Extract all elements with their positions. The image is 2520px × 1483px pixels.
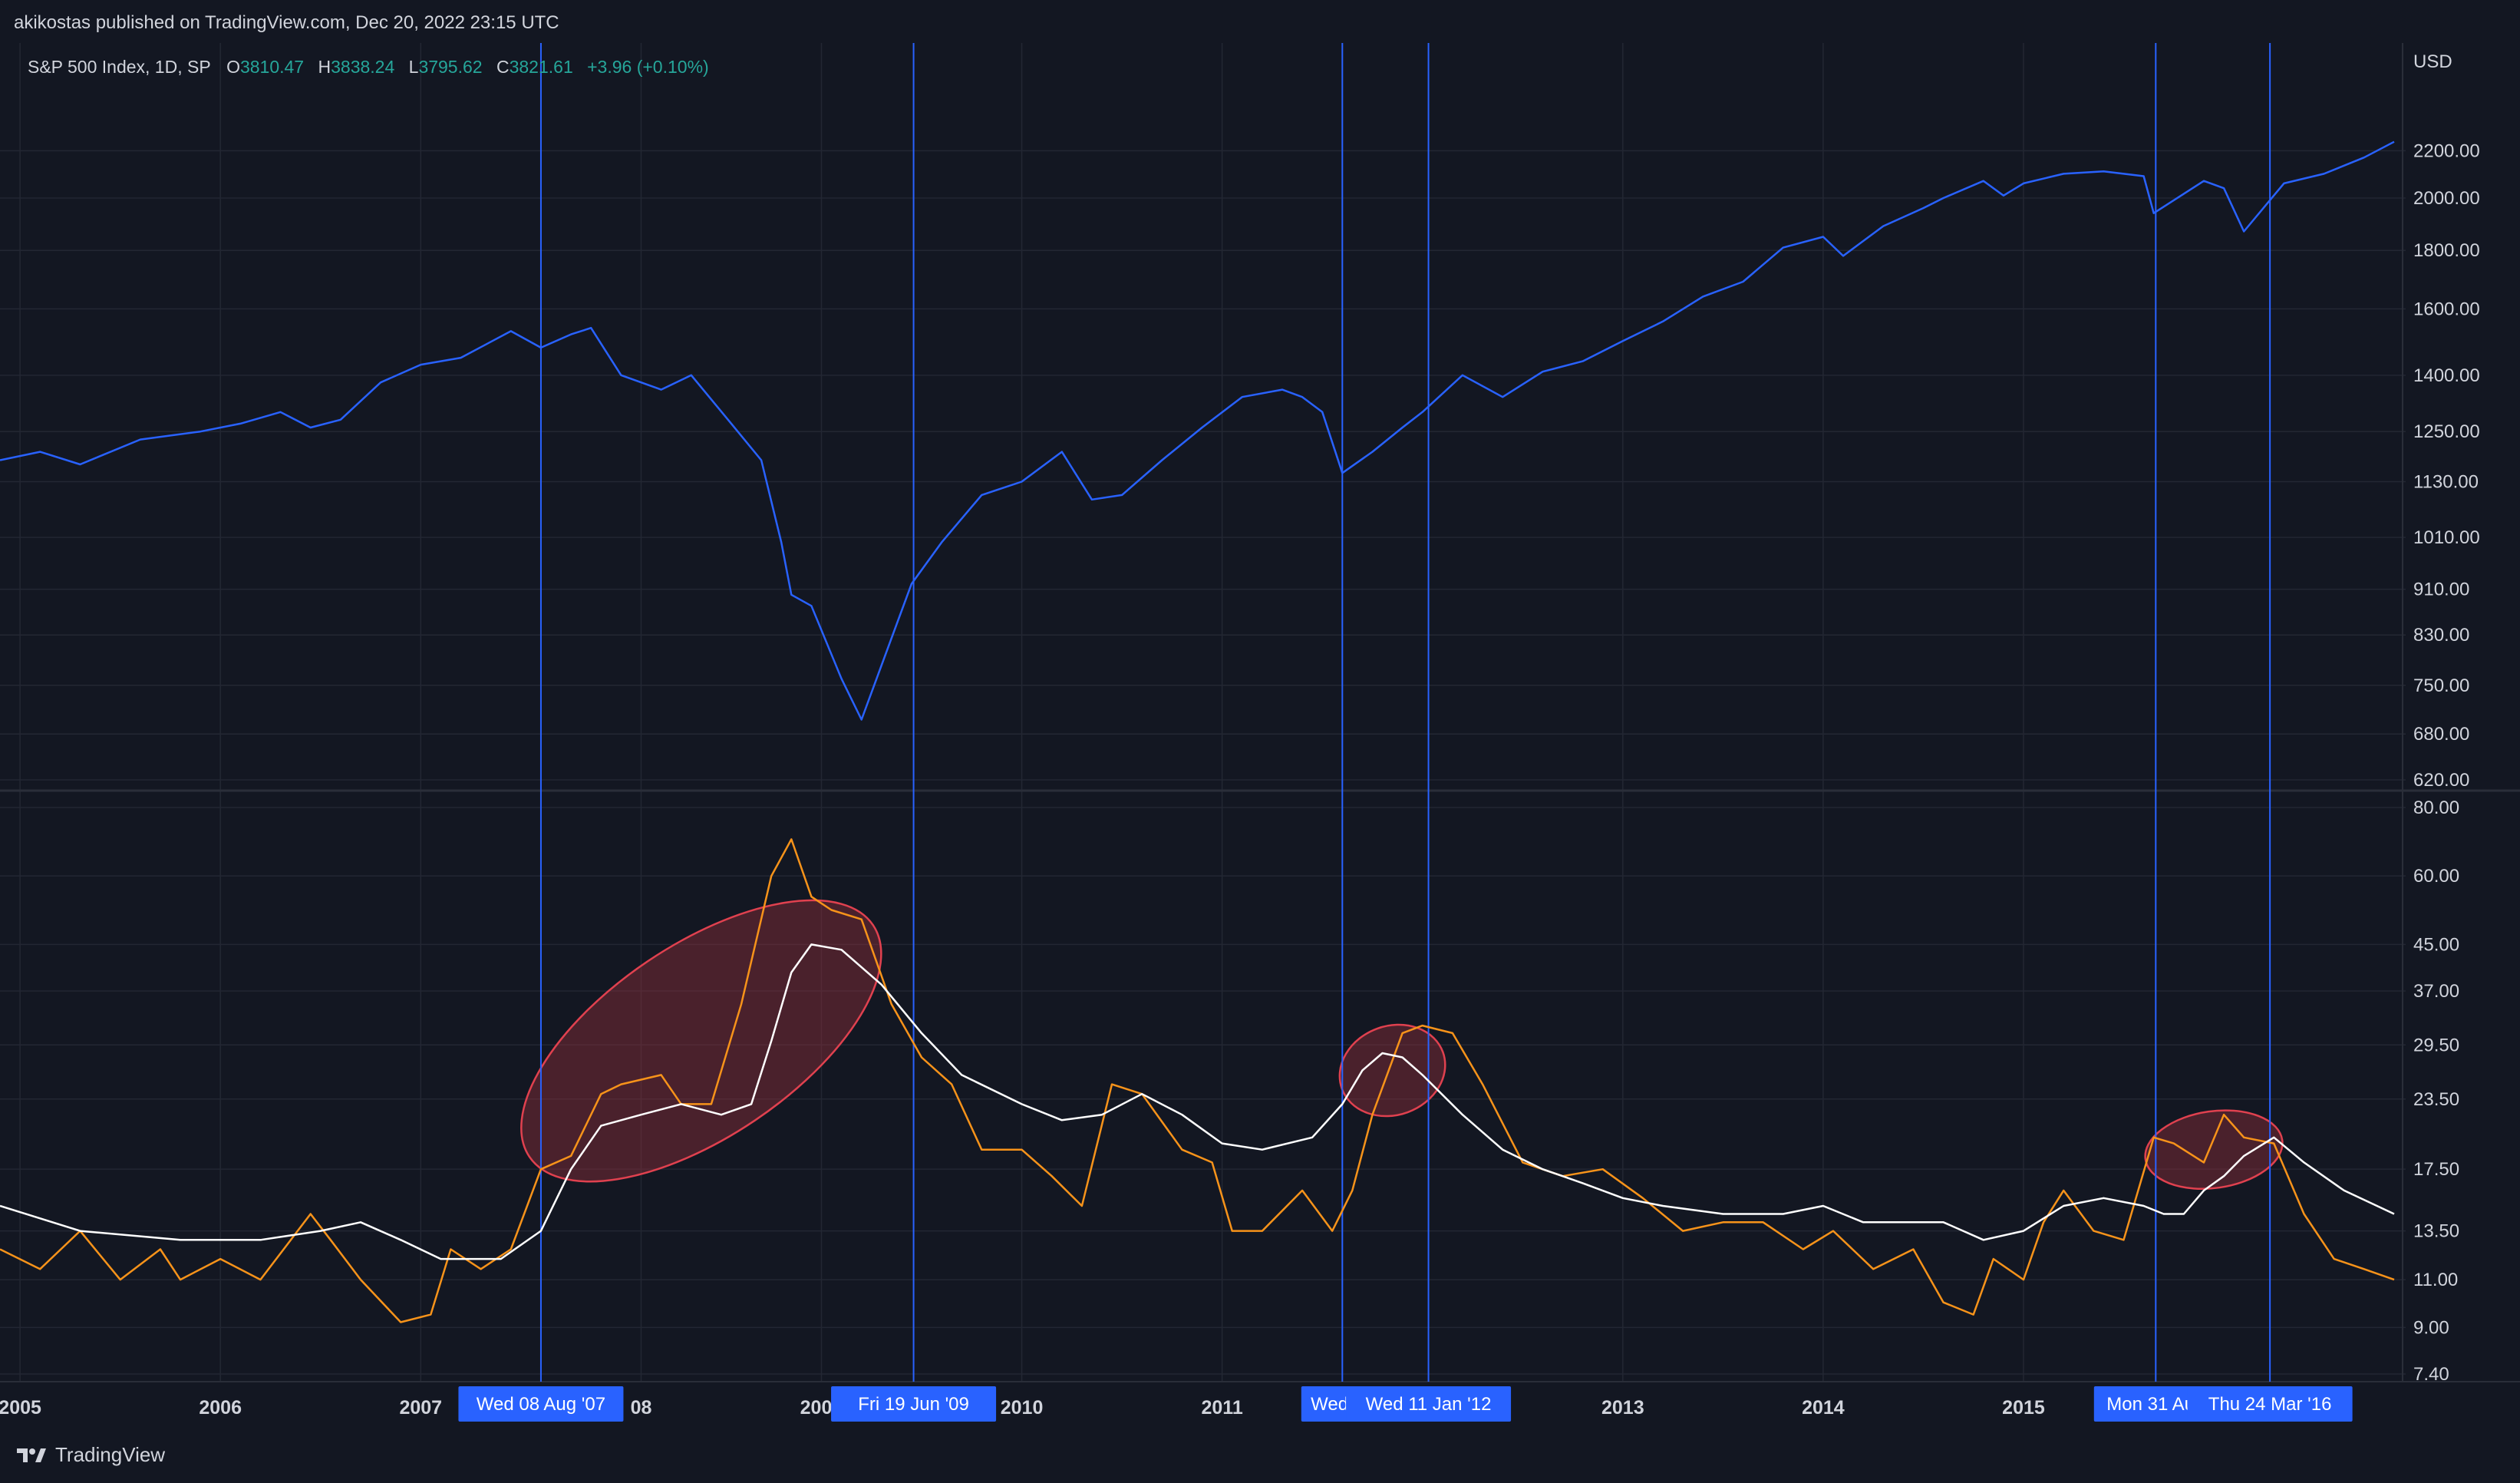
x-tick: 2011 [1202,1397,1243,1419]
high-value: 3838.24 [331,57,395,77]
sp500-price-line [0,140,2395,721]
close-value: 3821.61 [509,57,573,77]
highlight-ellipse [2144,1109,2284,1190]
event-date-tag-bg [2187,1386,2353,1422]
y-tick-upper: 1250.00 [2413,421,2480,442]
y-tick-lower: 9.00 [2413,1317,2449,1338]
axis-layer: 620.00 680.00 750.00 830.00 910.00 1010.00 113… [0,51,2480,1419]
event-date-tag-bg [458,1386,624,1422]
event-date-tag-bg [2093,1386,2218,1422]
event-date-tag[interactable]: Wed 11 Jan '12 [1346,1386,1512,1422]
y-tick-lower: 11.00 [2413,1270,2458,1290]
y-tick-lower: 23.50 [2413,1089,2459,1110]
y-tick-lower: 29.50 [2413,1035,2459,1055]
event-date-tag[interactable]: Thu 24 Mar '16 [2187,1386,2353,1422]
highlight-ellipse [1338,1023,1446,1118]
event-date-tag-bg [1346,1386,1512,1422]
x-tick: 2015 [2002,1397,2045,1419]
event-date-tag-label: Wed 08 Aug '07 [477,1394,605,1415]
y-tick-upper: 910.00 [2413,580,2469,600]
y-tick-upper: 830.00 [2413,625,2469,646]
grid-layer [0,43,2520,1382]
y-tick-upper: 1800.00 [2413,240,2480,261]
event-date-tag-label: Fri 19 Jun '09 [858,1394,969,1415]
y-tick-lower: 45.00 [2413,934,2459,955]
x-tick: 2014 [1802,1397,1845,1419]
x-tick: 2013 [1601,1397,1644,1419]
event-date-tag-bg [831,1386,997,1422]
volatility-average-line [0,943,2395,1260]
y-tick-upper: 680.00 [2413,724,2469,745]
highlight-layer [520,899,2284,1190]
y-tick-upper: 1130.00 [2413,472,2479,493]
change-value: +3.96 (+0.10%) [587,57,709,77]
y-tick-upper: 1010.00 [2413,527,2480,548]
y-tick-lower: 60.00 [2413,866,2459,887]
series-layer [0,140,2395,1323]
x-tick: 08 [631,1397,652,1419]
chart-canvas[interactable]: 620.00 680.00 750.00 830.00 910.00 1010.00 113… [0,43,2520,1425]
x-tick: 2007 [399,1397,442,1419]
event-date-tag-label: Thu 24 Mar '16 [2208,1394,2332,1415]
header-bar: akikostas published on TradingView.com, … [0,0,2520,43]
low-value: 3795.62 [418,57,483,77]
chart-area[interactable]: 620.00 680.00 750.00 830.00 910.00 1010.00 113… [0,43,2520,1425]
tradingview-brand[interactable]: TradingView [15,1443,165,1467]
close-label: C [496,57,510,77]
y-tick-upper: 1600.00 [2413,299,2480,319]
open-value: 3810.47 [239,57,305,77]
event-date-tag[interactable]: Wed 08 Aug '07 [458,1386,624,1422]
highlight-ellipse [520,899,882,1183]
y-tick-upper: 2200.00 [2413,140,2480,161]
y-tick-upper: 2000.00 [2413,188,2480,209]
publisher-text: akikostas published on TradingView.com, … [14,12,559,33]
low-label: L [408,57,419,77]
y-tick-upper: 750.00 [2413,675,2469,696]
x-tick: 2006 [199,1397,242,1419]
y-tick-lower: 17.50 [2413,1159,2459,1180]
footer-bar [0,1429,2520,1483]
x-tick: 2010 [1001,1397,1044,1419]
open-label: O [226,57,240,77]
currency-label: USD [2413,51,2452,72]
x-tick: 2005 [0,1397,41,1419]
symbol-label[interactable]: S&P 500 Index, 1D, SP [28,57,211,77]
y-tick-upper: 620.00 [2413,770,2469,791]
volatility-line [0,838,2395,1323]
y-tick-lower: 7.40 [2413,1364,2449,1385]
high-label: H [318,57,331,77]
y-tick-lower: 80.00 [2413,798,2459,818]
brand-label: TradingView [55,1443,166,1466]
y-tick-lower: 37.00 [2413,981,2459,1002]
ohlc-legend: S&P 500 Index, 1D, SP O3810.47 H3838.24 … [28,57,709,78]
y-tick-upper: 1400.00 [2413,365,2480,386]
event-layer [539,43,2271,1382]
tradingview-logo-icon [17,1448,46,1462]
y-tick-lower: 13.50 [2413,1221,2459,1242]
event-date-tag-label: Wed 11 Jan '12 [1366,1394,1492,1415]
event-date-tag[interactable]: Fri 19 Jun '09 [831,1386,997,1422]
